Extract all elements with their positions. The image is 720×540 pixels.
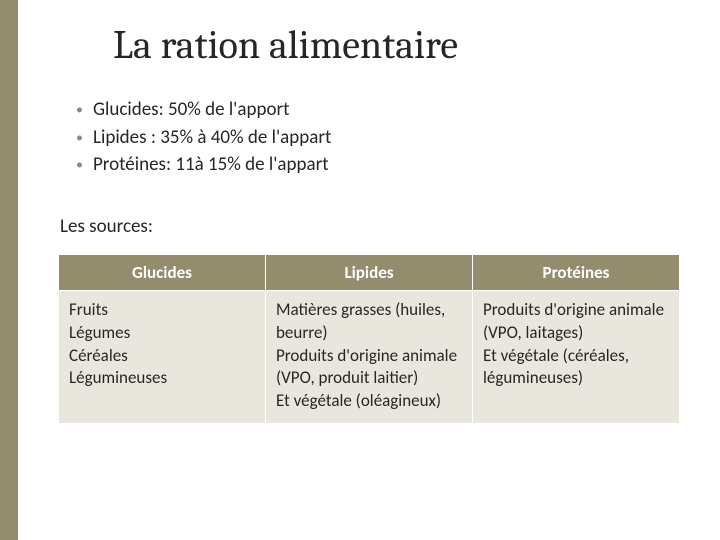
table-row: FruitsLégumesCéréalesLégumineuses Matièr… bbox=[59, 290, 680, 424]
cell-proteines: Produits d'origine animale (VPO, laitage… bbox=[473, 290, 680, 424]
sources-table: Glucides Lipides Protéines FruitsLégumes… bbox=[58, 254, 680, 425]
bullet-text: Protéines: 11à 15% de l'appart bbox=[93, 151, 329, 179]
bullet-text: Lipides : 35% à 40% de l'appart bbox=[93, 124, 331, 152]
slide-content: La ration alimentaire • Glucides: 50% de… bbox=[18, 0, 720, 540]
col-header-glucides: Glucides bbox=[59, 254, 266, 290]
bullet-item: • Glucides: 50% de l'apport bbox=[76, 96, 680, 124]
sources-subheading: Les sources: bbox=[60, 215, 680, 238]
bullet-icon: • bbox=[76, 128, 83, 148]
cell-glucides: FruitsLégumesCéréalesLégumineuses bbox=[59, 290, 266, 424]
bullet-item: • Lipides : 35% à 40% de l'appart bbox=[76, 124, 680, 152]
bullet-icon: • bbox=[76, 155, 83, 175]
side-accent-bar bbox=[0, 0, 18, 540]
col-header-proteines: Protéines bbox=[473, 254, 680, 290]
bullet-item: • Protéines: 11à 15% de l'appart bbox=[76, 151, 680, 179]
col-header-lipides: Lipides bbox=[266, 254, 473, 290]
cell-lipides: Matières grasses (huiles, beurre)Produit… bbox=[266, 290, 473, 424]
bullet-icon: • bbox=[76, 100, 83, 120]
table-header-row: Glucides Lipides Protéines bbox=[59, 254, 680, 290]
bullet-text: Glucides: 50% de l'apport bbox=[93, 96, 289, 124]
slide-title: La ration alimentaire bbox=[113, 22, 680, 68]
bullet-list: • Glucides: 50% de l'apport • Lipides : … bbox=[76, 96, 680, 179]
